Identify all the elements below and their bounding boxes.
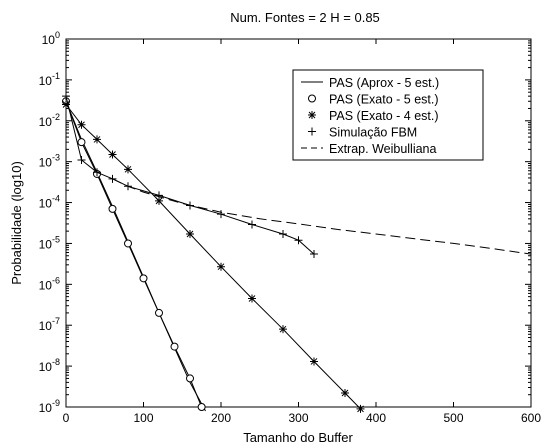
- data-point: [341, 388, 349, 397]
- legend-swatch: [308, 127, 316, 136]
- data-point: [108, 150, 117, 159]
- data-point: [124, 165, 132, 174]
- x-tick-label: 200: [211, 411, 231, 425]
- y-tick-label: 10-8: [39, 357, 60, 374]
- series-1: [65, 101, 206, 412]
- legend-item: PAS (Exato - 5 est.): [308, 93, 439, 107]
- y-tick-label: 10-5: [39, 234, 60, 251]
- legend-swatch: [308, 111, 316, 119]
- data-point: [310, 250, 318, 259]
- y-tick-label: 10-3: [39, 153, 60, 170]
- data-point: [155, 196, 163, 205]
- data-point: [310, 357, 318, 366]
- data-point: [93, 135, 101, 144]
- data-point: [279, 325, 287, 334]
- series-line: [65, 101, 203, 408]
- legend-swatch: [308, 94, 316, 103]
- data-point: [186, 230, 194, 239]
- data-point: [124, 239, 132, 248]
- series-3: [62, 100, 365, 413]
- y-tick-label: 10-2: [39, 112, 60, 129]
- x-tick-label: 600: [521, 411, 541, 425]
- data-point: [77, 138, 86, 147]
- series-5: [112, 178, 532, 255]
- legend-item: Extrap. Weibulliana: [301, 142, 437, 156]
- axes: 0 100 200 300 400 500 600 100 10-1 10-2 10-3 10-4 10…: [39, 30, 542, 425]
- data-point: [62, 92, 70, 101]
- data-point: [62, 100, 70, 109]
- x-tick-label: 300: [288, 411, 308, 425]
- x-tick-label: 0: [63, 411, 70, 425]
- data-point: [186, 374, 194, 383]
- x-tick-label: 100: [133, 411, 153, 425]
- y-axis-label: Probabilidade (log10): [9, 161, 24, 285]
- legend-item: PAS (Exato - 4 est.): [308, 109, 439, 123]
- legend-label: Simulação FBM: [329, 126, 417, 140]
- data-point: [197, 403, 206, 411]
- series-line: [65, 96, 315, 255]
- chart-title: Num. Fontes = 2 H = 0.85: [230, 10, 380, 25]
- y-tick-label: 100: [42, 30, 60, 47]
- data-point: [108, 204, 117, 213]
- data-point: [248, 220, 256, 229]
- series-layer: [62, 92, 532, 413]
- legend-label: PAS (Exato - 4 est.): [329, 109, 439, 123]
- data-point: [139, 274, 148, 283]
- legend-label: PAS (Aprox - 5 est.): [329, 76, 439, 90]
- data-point: [294, 236, 303, 245]
- legend-item: Simulação FBM: [308, 126, 417, 140]
- legend-label: PAS (Exato - 5 est.): [329, 93, 439, 107]
- data-point: [248, 294, 256, 303]
- x-tick-label: 500: [443, 411, 463, 425]
- legend-label: Extrap. Weibulliana: [329, 142, 437, 156]
- x-tick-label: 400: [366, 411, 386, 425]
- x-axis-label: Tamanho do Buffer: [243, 430, 353, 445]
- data-point: [170, 342, 179, 351]
- series-line: [112, 178, 532, 255]
- legend-box: [292, 69, 484, 161]
- y-tick-label: 10-7: [39, 316, 60, 333]
- legend-item: PAS (Aprox - 5 est.): [301, 76, 439, 90]
- data-point: [279, 230, 287, 239]
- y-tick-label: 10-6: [39, 275, 60, 292]
- y-tick-label: 10-4: [39, 194, 60, 211]
- data-point: [155, 308, 163, 317]
- data-point: [217, 210, 225, 219]
- data-point: [356, 404, 365, 413]
- y-tick-label: 10-9: [39, 398, 60, 415]
- y-tick-label: 10-1: [39, 71, 60, 88]
- data-point: [77, 155, 86, 164]
- legend: PAS (Aprox - 5 est.) PAS (Exato - 5 est.)…: [292, 69, 484, 161]
- series-line: [65, 101, 206, 412]
- data-point: [77, 120, 86, 129]
- data-point: [93, 168, 101, 177]
- data-point: [217, 262, 225, 271]
